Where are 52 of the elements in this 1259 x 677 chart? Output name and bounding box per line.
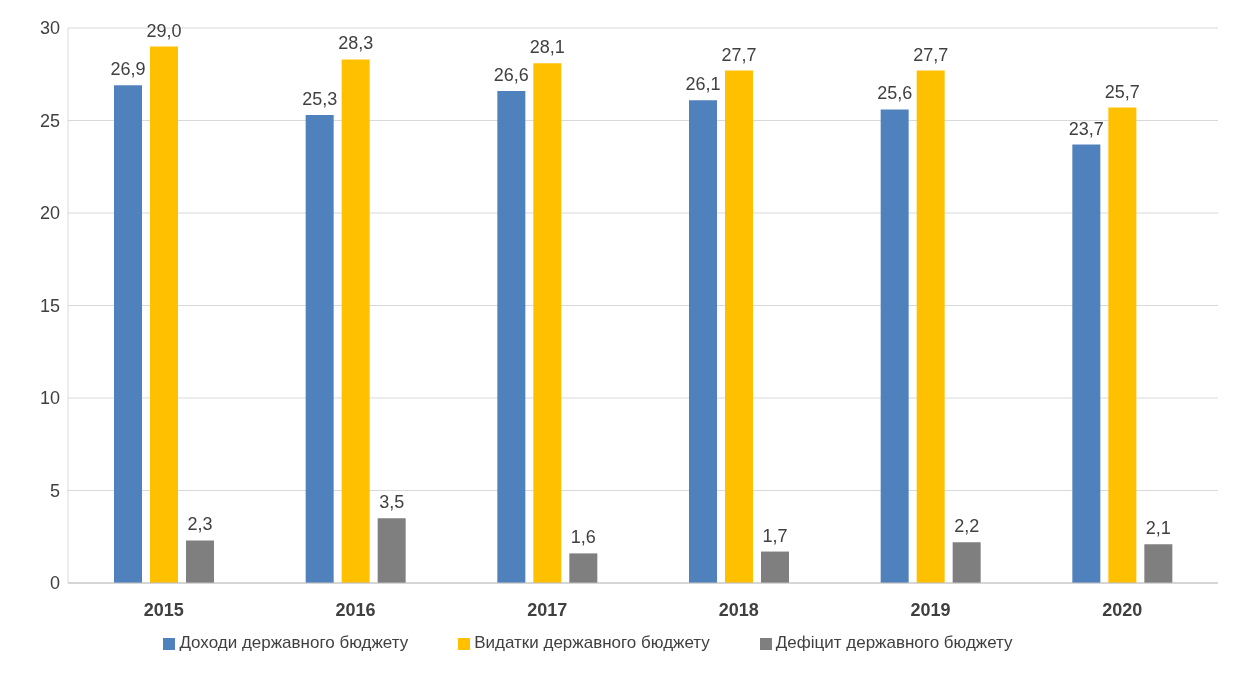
data-label: 29,0 xyxy=(146,20,182,41)
bar xyxy=(689,100,717,583)
bar xyxy=(377,518,406,583)
y-tick-label: 10 xyxy=(39,388,60,409)
bar xyxy=(880,109,909,583)
bar xyxy=(569,553,598,583)
x-tick-label: 2020 xyxy=(1102,599,1143,620)
x-tick-label: 2015 xyxy=(143,599,184,620)
x-tick-label: 2016 xyxy=(335,599,376,620)
bar xyxy=(114,85,142,583)
bar xyxy=(916,70,945,583)
data-label: 26,1 xyxy=(685,74,721,95)
data-label: 26,6 xyxy=(493,64,529,85)
data-label: 3,5 xyxy=(379,492,405,513)
bar xyxy=(186,540,214,583)
y-tick-label: 20 xyxy=(39,203,60,224)
data-label: 25,7 xyxy=(1104,81,1140,102)
bar xyxy=(761,551,789,583)
bar xyxy=(1144,544,1173,583)
y-tick-label: 0 xyxy=(49,573,60,594)
bar xyxy=(305,114,334,583)
bar xyxy=(341,59,370,583)
legend-label: Дефіцит державного бюджету xyxy=(775,633,1013,652)
bar xyxy=(725,70,753,583)
y-tick-label: 25 xyxy=(39,110,60,131)
x-tick-label: 2019 xyxy=(910,599,951,620)
data-label: 28,1 xyxy=(529,37,565,58)
data-label: 26,9 xyxy=(110,59,146,80)
y-tick-label: 30 xyxy=(39,18,60,39)
data-label: 1,7 xyxy=(762,525,788,546)
y-tick-label: 5 xyxy=(49,480,60,501)
data-label: 2,2 xyxy=(954,516,980,537)
bar xyxy=(952,542,981,583)
bar xyxy=(497,90,526,583)
data-label: 25,3 xyxy=(302,88,338,109)
data-label: 23,7 xyxy=(1068,118,1104,139)
x-tick-label: 2018 xyxy=(718,599,759,620)
data-label: 25,6 xyxy=(877,83,913,104)
bar xyxy=(150,46,178,583)
bar xyxy=(1072,144,1101,583)
data-label: 27,7 xyxy=(913,44,949,65)
bar xyxy=(1108,107,1137,583)
data-label: 27,7 xyxy=(721,44,757,65)
y-tick-label: 15 xyxy=(39,295,60,316)
legend-label: Доходи державного бюджету xyxy=(179,633,409,652)
data-label: 2,3 xyxy=(187,514,213,535)
data-label: 1,6 xyxy=(570,527,596,548)
bar xyxy=(533,63,562,583)
data-label: 28,3 xyxy=(338,33,374,54)
legend-label: Видатки державного бюджету xyxy=(474,633,710,652)
x-tick-label: 2017 xyxy=(527,599,568,620)
data-label: 2,1 xyxy=(1145,518,1171,539)
